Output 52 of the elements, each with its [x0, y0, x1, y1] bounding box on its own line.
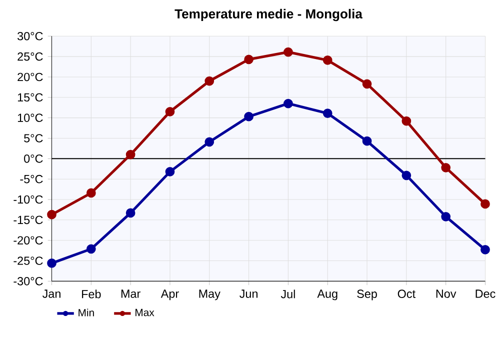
y-tick-label: 0°C — [24, 154, 43, 163]
x-tick-label: Feb — [82, 290, 101, 298]
point — [284, 48, 293, 57]
x-tick-label: Aug — [317, 290, 338, 300]
x-tick-label: May — [199, 290, 220, 300]
y-tick-label: 5°C — [24, 134, 43, 143]
point — [126, 150, 136, 160]
x-tick-label: Jan — [42, 290, 60, 298]
point — [322, 56, 332, 66]
x-tick-label: Mar — [121, 290, 140, 298]
point — [47, 258, 56, 268]
x-tick-label: Apr — [160, 290, 179, 300]
point — [284, 98, 293, 108]
point — [322, 108, 332, 118]
y-tick-label: -10°C — [14, 195, 43, 204]
point — [362, 79, 372, 89]
y-tick-label: -15°C — [14, 216, 43, 224]
y-tick-label: -25°C — [14, 256, 43, 266]
point — [47, 210, 56, 220]
y-tick-label: 15°C — [18, 93, 43, 102]
point — [126, 208, 136, 218]
point — [165, 107, 175, 117]
point — [480, 199, 490, 209]
y-tick-label: 25°C — [18, 52, 43, 61]
point — [480, 245, 490, 255]
legend-label: Max — [136, 309, 154, 316]
point — [86, 244, 96, 254]
point — [244, 54, 254, 64]
point — [244, 112, 254, 122]
x-tick-label: Nov — [436, 290, 456, 298]
y-tick-label: -5°C — [20, 175, 43, 184]
legend-label: Min — [78, 308, 94, 316]
y-tick-label: -20°C — [14, 236, 43, 245]
y-tick-label: 30°C — [18, 32, 43, 40]
point — [86, 188, 96, 198]
chart-title: Temperature medie - Mongolia — [174, 9, 362, 22]
x-tick-label: Sep — [357, 290, 377, 300]
point — [362, 136, 372, 146]
y-tick-label: 10°C — [18, 114, 43, 122]
point — [204, 76, 214, 86]
x-tick-label: Jul — [280, 290, 295, 298]
x-tick-label: Jun — [240, 290, 258, 298]
point — [402, 116, 412, 126]
point — [204, 137, 214, 147]
x-tick-label: Dec — [476, 290, 496, 298]
x-tick-label: Oct — [398, 290, 416, 298]
point — [441, 212, 451, 222]
point — [402, 170, 412, 180]
point — [441, 163, 451, 172]
y-tick-label: 20°C — [18, 72, 43, 82]
y-tick-label: -30°C — [14, 277, 43, 286]
point — [165, 167, 175, 177]
